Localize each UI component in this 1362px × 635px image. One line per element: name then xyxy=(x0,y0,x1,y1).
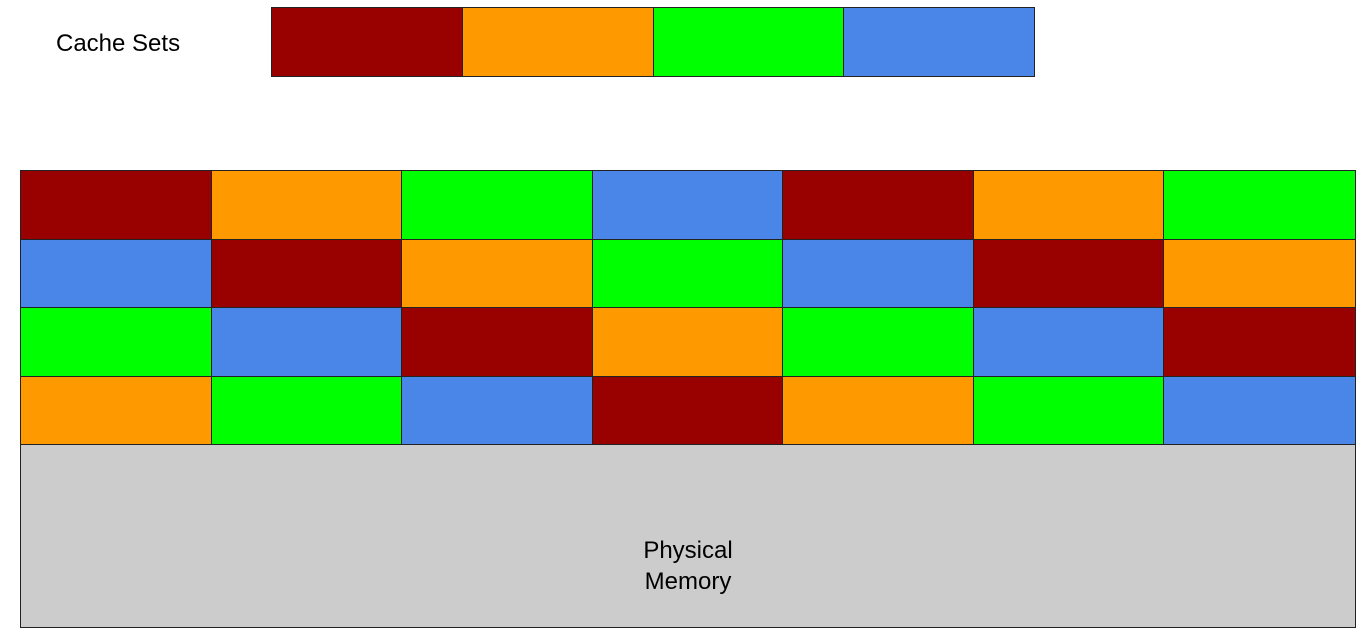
cache-set-4 xyxy=(844,8,1034,76)
memory-block xyxy=(783,171,974,240)
memory-block xyxy=(211,239,403,308)
cache-set-3 xyxy=(653,8,845,76)
memory-block xyxy=(783,239,974,308)
memory-block xyxy=(211,376,403,445)
memory-block xyxy=(21,376,212,445)
memory-block xyxy=(1164,171,1355,240)
memory-block xyxy=(211,308,403,377)
memory-block xyxy=(1164,308,1355,377)
memory-block xyxy=(211,171,403,240)
memory-block xyxy=(1164,376,1355,445)
memory-block xyxy=(592,376,784,445)
memory-block xyxy=(21,239,212,308)
cache-set-2 xyxy=(462,8,654,76)
physical-memory-label-line-1: Physical xyxy=(643,537,733,564)
cache-sets-label: Cache Sets xyxy=(56,30,181,57)
cache-sets xyxy=(271,7,1035,77)
memory-block xyxy=(21,171,212,240)
physical-memory-label: Physical Memory xyxy=(21,535,1355,597)
memory-block xyxy=(783,308,974,377)
memory-block xyxy=(402,308,593,377)
memory-block xyxy=(973,171,1165,240)
memory-block xyxy=(592,171,784,240)
memory-block xyxy=(402,239,593,308)
memory-blocks-grid xyxy=(21,171,1355,445)
physical-memory-label-line-2: Memory xyxy=(644,568,732,595)
memory-block xyxy=(1164,239,1355,308)
memory-block xyxy=(21,308,212,377)
memory-block xyxy=(973,239,1165,308)
cache-set-1 xyxy=(272,8,463,76)
memory-block xyxy=(592,239,784,308)
memory-block xyxy=(402,376,593,445)
memory-block xyxy=(592,308,784,377)
memory-block xyxy=(402,171,593,240)
physical-memory: Physical Memory xyxy=(20,170,1356,628)
memory-block xyxy=(973,376,1165,445)
memory-block xyxy=(973,308,1165,377)
memory-block xyxy=(783,376,974,445)
